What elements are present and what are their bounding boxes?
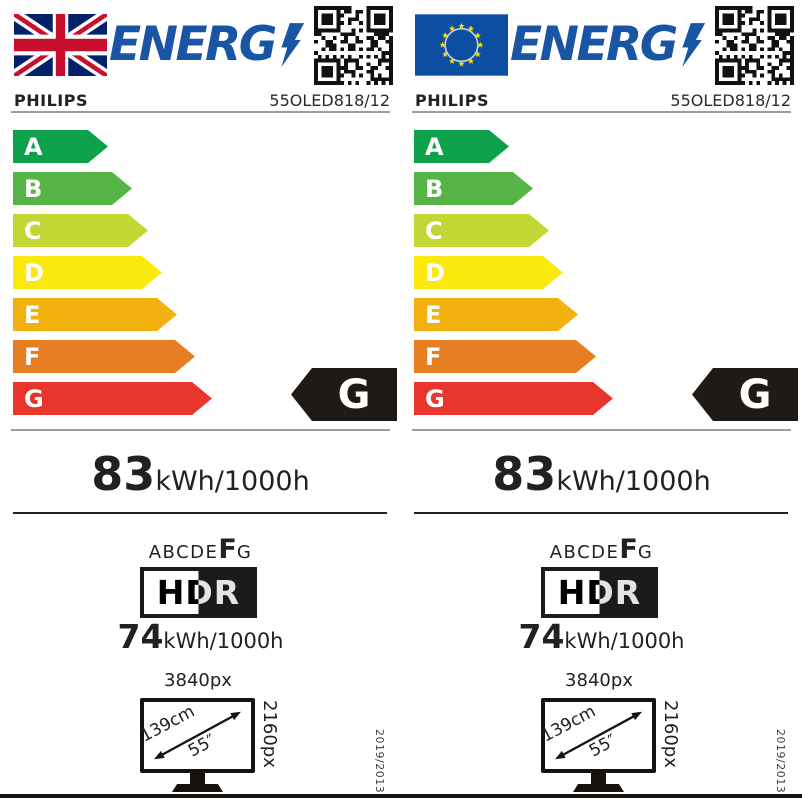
scale-letter: B	[425, 174, 444, 203]
consumption-value: 74	[518, 617, 565, 656]
hdr-scale-current: F	[619, 534, 638, 565]
diagonal-arrow-icon	[555, 711, 642, 760]
qr-code	[314, 6, 393, 85]
energy-consumption-sdr: 83kWh/1000h	[0, 447, 401, 501]
model-number: 55OLED818/12	[670, 91, 791, 110]
resolution-height: 2160px	[259, 700, 280, 768]
energ-word: ENERG	[510, 16, 678, 72]
scale-arrow-d: D	[13, 256, 162, 289]
tv-stand-base	[573, 784, 624, 792]
consumption-unit: kWh/1000h	[155, 466, 310, 497]
energy-consumption-hdr: 74kWh/1000h	[401, 617, 802, 656]
scale-letter: C	[425, 216, 443, 245]
scale-arrow-b: B	[13, 172, 132, 205]
energ-logo: ENERG	[510, 18, 706, 70]
scale-arrow-g: G	[414, 382, 613, 415]
scale-arrow-c: C	[13, 214, 148, 247]
hdr-scale-current: F	[218, 534, 237, 565]
energy-consumption-sdr: 83kWh/1000h	[401, 447, 802, 501]
rating-letter: G	[337, 371, 371, 418]
separator-line	[11, 111, 390, 113]
scale-arrow-a: A	[13, 130, 108, 163]
scale-arrow-d: D	[414, 256, 563, 289]
separator-line	[13, 512, 387, 514]
scale-arrow-c: C	[414, 214, 549, 247]
tv-stand-base	[172, 784, 223, 792]
scale-letter: A	[425, 132, 444, 161]
brand-row: PHILIPS 55OLED818/12	[14, 91, 390, 110]
tv-stand	[591, 771, 606, 785]
regulation-reference: 2019/2013	[373, 729, 386, 794]
hdr-logo-text: HDR	[557, 573, 642, 612]
resolution-height: 2160px	[660, 700, 681, 768]
scale-letter: B	[24, 174, 43, 203]
rating-indicator-arrow: G	[291, 368, 397, 421]
separator-line	[11, 429, 390, 431]
scale-letter: G	[24, 384, 44, 413]
consumption-unit: kWh/1000h	[556, 466, 711, 497]
energ-word: ENERG	[109, 16, 277, 72]
scale-arrow-e: E	[13, 298, 177, 331]
energy-label-eu: ENERG PHILIPS 55OLED818/12 A B C D E F G…	[401, 0, 802, 802]
lightning-bolt-icon	[682, 23, 705, 67]
scale-letter: E	[425, 300, 442, 329]
scale-letter: A	[24, 132, 43, 161]
scale-letter: C	[24, 216, 42, 245]
resolution-width: 3840px	[164, 670, 232, 691]
brand-row: PHILIPS 55OLED818/12	[415, 91, 791, 110]
hdr-scale-letters: ABCDE	[148, 542, 219, 563]
scale-letter: F	[425, 342, 442, 371]
scale-letter: D	[425, 258, 445, 287]
energy-label-uk: ENERG PHILIPS 55OLED818/12 A B C D E F G…	[0, 6, 401, 794]
separator-line	[412, 429, 791, 431]
diagonal-arrow-icon	[154, 711, 241, 760]
hdr-scale-letters: G	[236, 542, 253, 563]
brand-name: PHILIPS	[14, 91, 88, 110]
eu-flag-icon	[415, 14, 508, 76]
scale-arrow-g: G	[13, 382, 212, 415]
rating-letter: G	[738, 371, 772, 418]
consumption-unit: kWh/1000h	[163, 629, 284, 653]
separator-line	[412, 111, 791, 113]
hdr-scale-letters: G	[637, 542, 654, 563]
hdr-logo: HDR	[140, 567, 257, 618]
qr-code	[715, 6, 794, 85]
consumption-value: 74	[117, 617, 164, 656]
scale-arrow-b: B	[414, 172, 533, 205]
hdr-class-scale: ABCDEFG	[401, 534, 802, 565]
resolution-width: 3840px	[565, 670, 633, 691]
model-number: 55OLED818/12	[269, 91, 390, 110]
scale-arrow-f: F	[13, 340, 195, 373]
energy-consumption-hdr: 74kWh/1000h	[0, 617, 401, 656]
tv-stand	[190, 771, 205, 785]
scale-arrow-a: A	[414, 130, 509, 163]
scale-letter: D	[24, 258, 44, 287]
scale-arrow-f: F	[414, 340, 596, 373]
energ-logo: ENERG	[109, 18, 305, 70]
uk-flag-icon	[14, 14, 107, 76]
hdr-scale-letters: ABCDE	[549, 542, 620, 563]
rating-indicator-arrow: G	[692, 368, 798, 421]
hdr-logo-text: HDR	[156, 573, 241, 612]
scale-letter: G	[425, 384, 445, 413]
consumption-value: 83	[492, 447, 557, 501]
bottom-border-bar	[0, 794, 802, 798]
scale-letter: F	[24, 342, 41, 371]
hdr-logo: HDR	[541, 567, 658, 618]
scale-letter: E	[24, 300, 41, 329]
brand-name: PHILIPS	[415, 91, 489, 110]
tv-screen-diagram	[541, 698, 656, 773]
consumption-unit: kWh/1000h	[564, 629, 685, 653]
consumption-value: 83	[91, 447, 156, 501]
lightning-bolt-icon	[281, 23, 304, 67]
hdr-class-scale: ABCDEFG	[0, 534, 401, 565]
separator-line	[414, 512, 788, 514]
regulation-reference: 2019/2013	[774, 729, 787, 794]
scale-arrow-e: E	[414, 298, 578, 331]
